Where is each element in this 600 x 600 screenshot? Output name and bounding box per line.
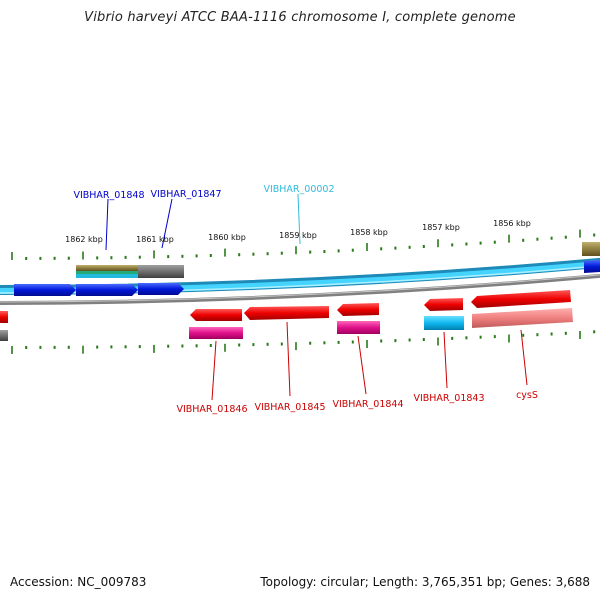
gene-arrow-reverse[interactable] [244, 306, 329, 320]
gene-arrow-forward[interactable] [584, 260, 600, 273]
gene-arrow-reverse[interactable] [337, 303, 379, 316]
kbp-label: 1862 kbp [65, 235, 103, 244]
gene-arrow-reverse[interactable] [424, 298, 463, 311]
gene-arrow-reverse[interactable] [0, 311, 8, 323]
gene-arrow-reverse[interactable] [190, 309, 242, 321]
gene-label[interactable]: VIBHAR_01843 [413, 393, 484, 404]
gene-label[interactable]: VIBHAR_01846 [176, 404, 247, 415]
accession-text: Accession: NC_009783 [10, 575, 147, 589]
reverse-strand-genes [0, 290, 573, 341]
kbp-labels: 1862 kbp 1861 kbp 1860 kbp 1859 kbp 1858… [65, 219, 531, 244]
gene-arrow-forward[interactable] [138, 283, 184, 295]
feature-block[interactable] [337, 321, 380, 334]
feature-block[interactable] [189, 327, 243, 339]
feature-block[interactable] [76, 265, 138, 271]
gene-label[interactable]: cysS [516, 390, 538, 401]
forward-labels: VIBHAR_01848 VIBHAR_01847 VIBHAR_00002 [73, 184, 335, 251]
gene-arrow-forward[interactable] [76, 284, 138, 296]
kbp-label: 1856 kbp [493, 219, 531, 228]
gene-arrow-forward[interactable] [14, 284, 76, 296]
feature-block[interactable] [76, 271, 138, 274]
gene-label[interactable]: VIBHAR_01847 [150, 189, 221, 200]
feature-block[interactable] [0, 330, 8, 341]
kbp-label: 1858 kbp [350, 228, 388, 237]
lower-tick-row [11, 330, 596, 354]
genome-info-text: Topology: circular; Length: 3,765,351 bp… [260, 575, 590, 589]
kbp-label: 1859 kbp [279, 231, 317, 240]
gene-arrow-reverse[interactable] [471, 290, 571, 308]
page-title: Vibrio harveyi ATCC BAA-1116 chromosome … [84, 10, 516, 25]
gene-label[interactable]: VIBHAR_01845 [254, 402, 325, 413]
kbp-label: 1857 kbp [422, 223, 460, 232]
feature-block[interactable] [582, 242, 600, 256]
reverse-labels: VIBHAR_01846 VIBHAR_01845 VIBHAR_01844 V… [176, 321, 538, 415]
gene-label[interactable]: VIBHAR_01848 [73, 190, 144, 201]
feature-block[interactable] [138, 265, 184, 278]
forward-strand-genes [14, 242, 600, 296]
gene-label[interactable]: VIBHAR_01844 [332, 399, 403, 410]
upper-tick-row [11, 229, 596, 260]
kbp-label: 1861 kbp [136, 235, 174, 244]
feature-block[interactable] [472, 308, 573, 328]
feature-block[interactable] [76, 274, 138, 278]
gene-label[interactable]: VIBHAR_00002 [263, 184, 334, 195]
kbp-label: 1860 kbp [208, 233, 246, 242]
feature-block[interactable] [424, 316, 464, 330]
